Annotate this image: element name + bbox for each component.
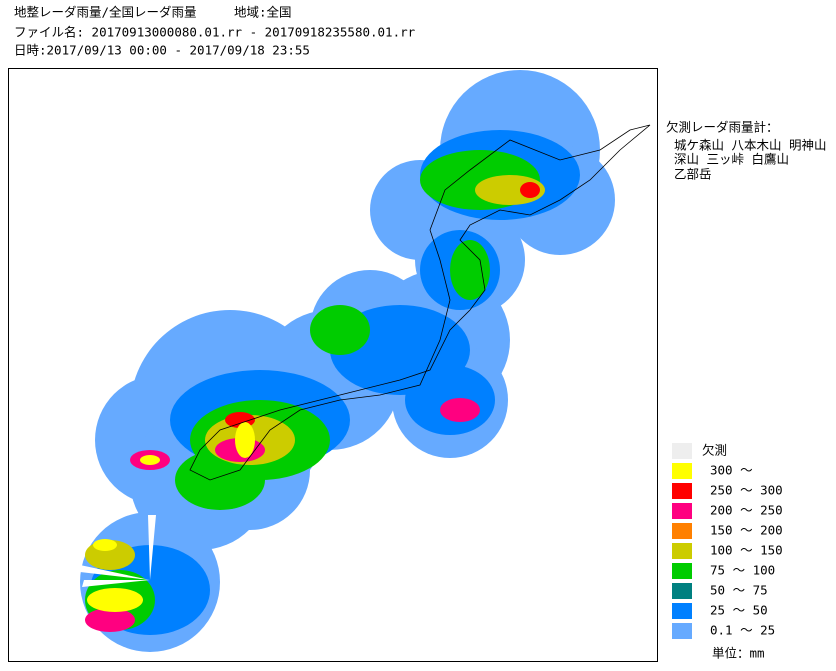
header-line: ファイル名: 20170913000080.01.rr - 2017091823… xyxy=(14,25,416,40)
legend-swatch xyxy=(672,583,692,599)
header-line: 日時:2017/09/13 00:00 - 2017/09/18 23:55 xyxy=(14,43,310,58)
legend-swatch xyxy=(672,603,692,619)
legend-label: 75 ～ 100 xyxy=(710,563,775,578)
legend-swatch xyxy=(672,563,692,579)
legend-label: 300 ～ xyxy=(710,463,753,478)
missing-line: 深山 三ッ峠 白鷹山 xyxy=(674,152,789,167)
missing-line: 乙部岳 xyxy=(674,167,712,182)
legend-swatch xyxy=(672,623,692,639)
missing-line: 城ケ森山 八本木山 明神山 xyxy=(674,138,827,153)
legend-swatch xyxy=(672,443,692,459)
missing-title: 欠測レーダ雨量計： xyxy=(666,120,779,135)
legend-label: 50 ～ 75 xyxy=(710,583,768,598)
legend-label: 25 ～ 50 xyxy=(710,603,768,618)
map xyxy=(8,68,658,662)
legend-unit: 単位：mm xyxy=(712,646,765,661)
coastline xyxy=(189,124,651,481)
legend-label: 150 ～ 200 xyxy=(710,523,783,538)
legend-label: 250 ～ 300 xyxy=(710,483,783,498)
legend-swatch xyxy=(672,463,692,479)
legend-swatch xyxy=(672,483,692,499)
header-line: 地整レーダ雨量/全国レーダ雨量 地域:全国 xyxy=(14,5,292,20)
legend-swatch xyxy=(672,503,692,519)
legend-swatch xyxy=(672,543,692,559)
legend-label: 100 ～ 150 xyxy=(710,543,783,558)
legend-label: 0.1 ～ 25 xyxy=(710,623,775,638)
legend-label: 200 ～ 250 xyxy=(710,503,783,518)
legend: 欠測 300 ～ 250 ～ 300 200 ～ 250 150 ～ 200 100 ～ … xyxy=(672,443,783,639)
legend-label: 欠測 xyxy=(702,443,727,458)
legend-swatch xyxy=(672,523,692,539)
